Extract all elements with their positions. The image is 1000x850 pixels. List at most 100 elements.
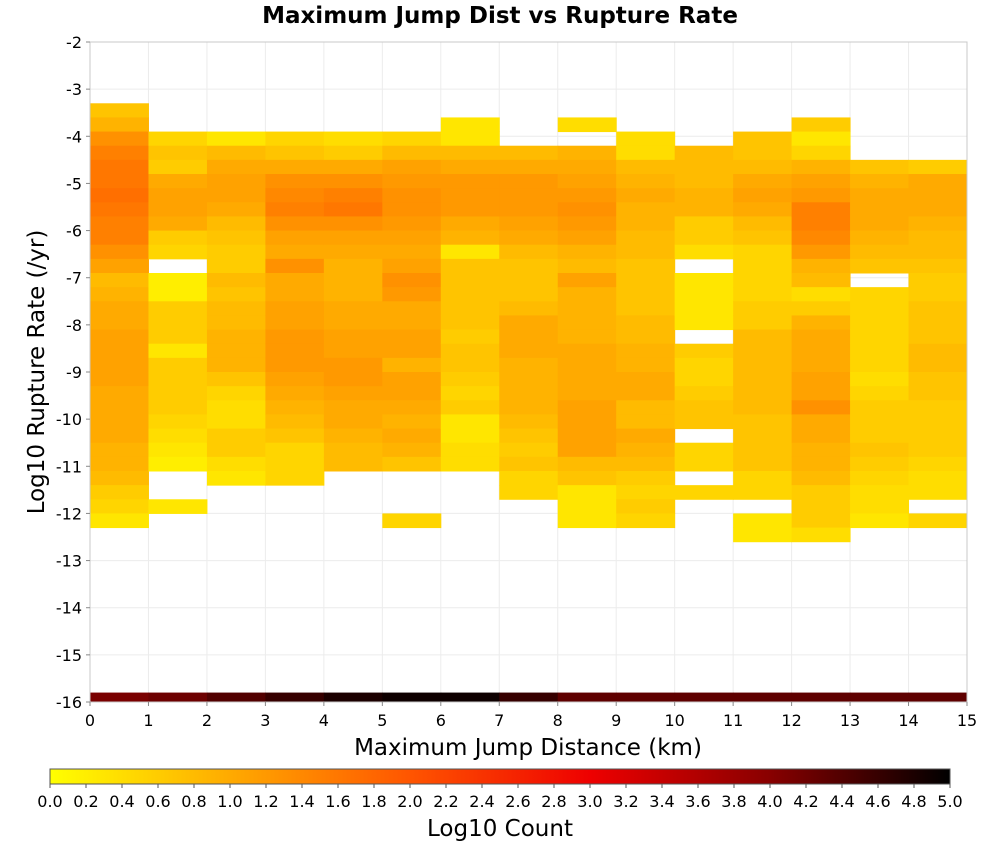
colorbar-tick-label: 2.6 [505, 792, 530, 811]
x-tick-label: 10 [664, 711, 684, 730]
heatmap-cell [557, 357, 617, 373]
heatmap-cell [265, 258, 325, 274]
heatmap-cell [323, 202, 383, 217]
y-tick-label: -10 [56, 410, 82, 429]
heatmap-cell [323, 329, 383, 345]
heatmap-cell [323, 244, 383, 260]
heatmap-cell [557, 329, 617, 345]
heatmap-cell [90, 301, 149, 316]
heatmap-cell [148, 131, 208, 147]
heatmap-cell [850, 471, 910, 486]
y-axis-ticks: -2 -3 -4 -5 -6 -7 -8 -9 -10 -11 -12 -13 -14 -15 -16 [56, 33, 90, 712]
heatmap-cell [382, 329, 442, 345]
heatmap-cell [791, 287, 851, 302]
heatmap-cell [733, 400, 793, 415]
heatmap-cell [850, 244, 910, 260]
heatmap-cell [440, 343, 500, 359]
heatmap-cell [499, 188, 559, 203]
heatmap-cell [850, 315, 910, 331]
heatmap-cell [265, 159, 325, 175]
heatmap-cell [616, 273, 676, 288]
heatmap-cell [791, 188, 851, 203]
heatmap-cell [90, 117, 149, 133]
y-tick-label: -9 [66, 363, 82, 382]
heatmap-cell [850, 216, 910, 232]
heatmap-cell [557, 414, 617, 430]
y-tick-label: -5 [66, 174, 82, 193]
heatmap-cell [616, 471, 676, 486]
colorbar-tick-label: 2.8 [541, 792, 566, 811]
heatmap-cell [733, 131, 793, 147]
heatmap-cell [499, 485, 559, 500]
heatmap-cell [382, 372, 442, 387]
heatmap-cell [733, 372, 793, 387]
heatmap-cell [674, 287, 734, 302]
heatmap-cell [791, 216, 851, 232]
heatmap-cell [206, 188, 266, 203]
heatmap-cell [90, 202, 149, 217]
heatmap-cell [499, 174, 559, 189]
heatmap-cell [674, 485, 734, 500]
colorbar-tick-label: 2.0 [397, 792, 422, 811]
heatmap-cell [733, 428, 793, 444]
heatmap-cell [440, 287, 500, 302]
heatmap-cell [733, 188, 793, 203]
heatmap-cell [382, 386, 442, 401]
heatmap-cell [382, 414, 442, 430]
heatmap-cell [850, 174, 910, 189]
bottom-bar-cell [206, 692, 266, 702]
heatmap-cell [206, 315, 266, 331]
heatmap-cell [850, 456, 910, 472]
heatmap-cell [323, 131, 383, 147]
heatmap-cell [206, 357, 266, 373]
heatmap-cell [674, 174, 734, 189]
y-tick-label: -6 [66, 222, 82, 241]
heatmap-cell [265, 414, 325, 430]
heatmap-cell [616, 159, 676, 175]
heatmap-cell [499, 216, 559, 232]
heatmap-cell [616, 400, 676, 415]
heatmap-cell [382, 145, 442, 161]
x-tick-label: 15 [957, 711, 977, 730]
heatmap-cell [733, 456, 793, 472]
heatmap-cell [733, 244, 793, 260]
heatmap-cell [382, 244, 442, 260]
heatmap-cell [791, 273, 851, 288]
y-tick-label: -7 [66, 269, 82, 288]
heatmap-cell [323, 174, 383, 189]
heatmap-cell [908, 485, 968, 500]
heatmap-cell [382, 273, 442, 288]
colorbar-tick-label: 0.4 [109, 792, 134, 811]
colorbar-tick-label: 4.8 [901, 792, 926, 811]
heatmap-cell [791, 499, 851, 514]
heatmap-cell [616, 329, 676, 345]
heatmap-cell [908, 216, 968, 232]
heatmap-cell [908, 414, 968, 430]
heatmap-cells [90, 103, 968, 543]
heatmap-cell [733, 471, 793, 486]
heatmap-cell [616, 485, 676, 500]
x-tick-label: 11 [723, 711, 743, 730]
x-tick-label: 5 [377, 711, 387, 730]
heatmap-cell [382, 188, 442, 203]
heatmap-cell [791, 442, 851, 458]
heatmap-cell [440, 428, 500, 444]
heatmap-cell [265, 273, 325, 288]
heatmap-cell [440, 159, 500, 175]
heatmap-cell [791, 301, 851, 316]
heatmap-cell [382, 513, 442, 529]
heatmap-cell [90, 471, 149, 486]
heatmap-cell [674, 244, 734, 260]
heatmap-cell [90, 145, 149, 161]
colorbar-tick-label: 4.0 [757, 792, 782, 811]
heatmap-cell [557, 244, 617, 260]
colorbar-tick-label: 1.6 [325, 792, 350, 811]
heatmap-cell [674, 273, 734, 288]
heatmap-cell [733, 414, 793, 430]
heatmap-cell [499, 414, 559, 430]
heatmap-cell [382, 343, 442, 359]
heatmap-cell [148, 428, 208, 444]
heatmap-cell [499, 372, 559, 387]
heatmap-cell [90, 131, 149, 147]
heatmap-cell [616, 230, 676, 246]
